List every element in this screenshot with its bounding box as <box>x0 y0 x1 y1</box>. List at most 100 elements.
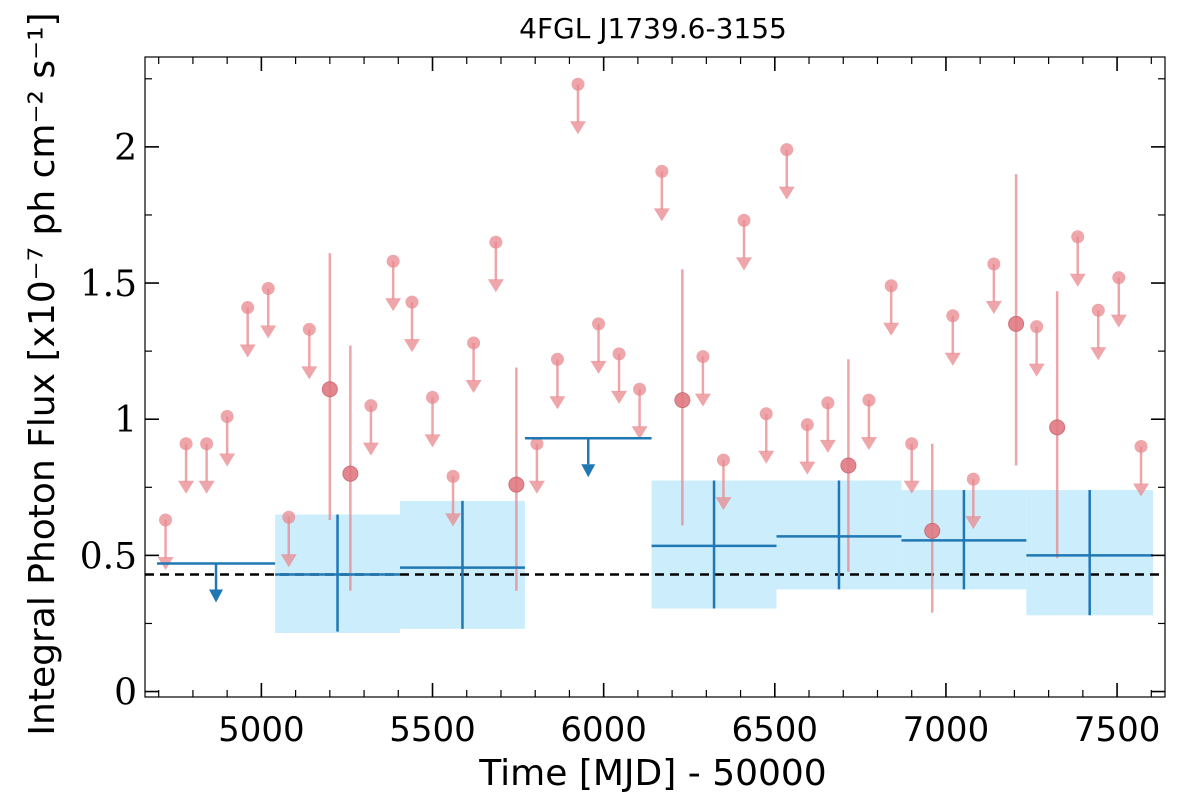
short-bin-ul-arrow <box>715 497 732 511</box>
axes: 5000 5500 6000 6500 7000 7500 0 0.5 1 1.5 2 <box>80 57 1165 750</box>
short-bin-ul-point <box>426 390 440 404</box>
short-bin-ul-point <box>1030 320 1044 334</box>
short-bin-ul-point <box>905 437 919 451</box>
short-bin-ul-arrow <box>528 480 545 494</box>
y-tick-label: 0 <box>114 673 137 714</box>
short-bin-ul-arrow <box>985 300 1002 314</box>
short-bin-ul-arrow <box>819 439 836 453</box>
x-tick-label: 6500 <box>732 710 819 750</box>
short-bin-ul-arrow <box>549 396 566 410</box>
short-bin-ul-point <box>612 347 626 361</box>
short-bin-ul-arrow <box>1090 347 1107 361</box>
short-bin-ul-arrow <box>424 434 441 448</box>
short-bin-ul-point <box>655 164 669 178</box>
short-bin-ul-arrow <box>403 339 420 353</box>
short-bin-ul-arrow <box>653 208 670 222</box>
short-bin-ul-point <box>966 472 980 486</box>
short-bin-ul-point <box>633 382 647 396</box>
short-bin-ul-point <box>800 418 814 432</box>
short-bin-ul-arrow <box>883 322 900 336</box>
short-bin-ul-arrow <box>758 450 775 464</box>
short-bin-ul-arrow <box>903 480 920 494</box>
short-bin-ul-arrow <box>1069 273 1086 287</box>
short-bin-ul-point <box>759 407 773 421</box>
short-bin-ul-point <box>1112 271 1126 285</box>
short-bin-ul-point <box>261 281 275 295</box>
short-bin-ul-point <box>530 437 544 451</box>
short-bin-ul-arrow <box>301 366 318 380</box>
short-bin-point <box>1008 315 1025 332</box>
short-bin-ul-point <box>200 437 214 451</box>
short-bin-ul-point <box>716 453 730 467</box>
short-bin-ul-arrow <box>385 298 402 312</box>
short-bin-point <box>321 381 338 398</box>
short-bin-point <box>674 392 691 409</box>
short-bin-ul-arrow <box>590 360 607 374</box>
short-bin-point <box>342 465 359 482</box>
short-bin-ul-arrow <box>694 393 711 407</box>
short-bin-ul-arrow <box>260 325 277 339</box>
short-bin-ul-arrow <box>198 480 215 494</box>
short-bin-ul-point <box>571 77 585 91</box>
short-bin-ul-point <box>737 213 751 227</box>
short-bin-ul-arrow <box>239 344 256 358</box>
short-bin-ul-arrow <box>1110 314 1127 328</box>
short-bin-ul-point <box>302 322 316 336</box>
x-tick-label: 6000 <box>560 710 647 750</box>
short-bin-ul-point <box>1134 439 1148 453</box>
short-bin-ul-point <box>364 399 378 413</box>
x-tick-label: 7000 <box>903 710 990 750</box>
plot-frame <box>144 56 1166 698</box>
short-bin-point <box>1049 419 1066 436</box>
short-bin-ul-point <box>386 254 400 268</box>
y-tick-label: 1 <box>114 400 137 441</box>
long-bin-ul-arrow <box>209 589 224 603</box>
short-bin-ul-arrow <box>860 437 877 451</box>
short-bin-ul-point <box>821 396 835 410</box>
short-bin-series <box>157 77 1150 613</box>
short-bin-ul-arrow <box>1133 483 1150 497</box>
short-bin-ul-arrow <box>799 461 816 475</box>
short-bin-ul-arrow <box>944 352 961 366</box>
y-tick-label: 0.5 <box>80 536 137 577</box>
short-bin-ul-point <box>446 469 460 483</box>
short-bin-ul-arrow <box>362 442 379 456</box>
short-bin-point <box>840 457 857 474</box>
short-bin-ul-point <box>179 437 193 451</box>
short-bin-ul-arrow <box>487 279 504 293</box>
short-bin-ul-point <box>550 352 564 366</box>
short-bin-ul-arrow <box>1028 363 1045 377</box>
short-bin-ul-point <box>282 510 296 524</box>
y-tick-label: 1.5 <box>80 264 137 305</box>
short-bin-ul-arrow <box>965 516 982 530</box>
y-tick-label: 2 <box>114 128 137 169</box>
short-bin-ul-point <box>467 336 481 350</box>
x-axis-label: Time [MJD] - 50000 <box>478 753 826 794</box>
chart-title: 4FGL J1739.6-3155 <box>519 12 787 45</box>
short-bin-ul-point <box>592 317 606 331</box>
short-bin-ul-point <box>946 309 960 323</box>
short-bin-ul-arrow <box>735 257 752 271</box>
short-bin-ul-point <box>1071 230 1085 244</box>
short-bin-ul-point <box>241 301 255 315</box>
short-bin-ul-point <box>489 235 503 249</box>
short-bin-ul-arrow <box>631 426 648 440</box>
short-bin-ul-point <box>220 409 234 423</box>
short-bin-ul-point <box>159 513 173 527</box>
short-bin-ul-arrow <box>219 453 236 467</box>
short-bin-ul-arrow <box>778 186 795 200</box>
short-bin-ul-point <box>862 393 876 407</box>
x-tick-label: 5500 <box>389 710 476 750</box>
long-bin-series <box>156 437 1154 632</box>
short-bin-ul-point <box>780 143 794 157</box>
short-bin-ul-arrow <box>465 379 482 393</box>
short-bin-ul-arrow <box>611 390 628 404</box>
long-bin-ul-arrow <box>581 464 596 478</box>
short-bin-ul-arrow <box>178 480 195 494</box>
x-tick-label: 7500 <box>1074 710 1161 750</box>
short-bin-ul-point <box>1091 303 1105 317</box>
short-bin-ul-point <box>405 295 419 309</box>
y-axis-label: Integral Photon Flux [x10⁻⁷ ph cm⁻² s⁻¹] <box>22 12 63 735</box>
